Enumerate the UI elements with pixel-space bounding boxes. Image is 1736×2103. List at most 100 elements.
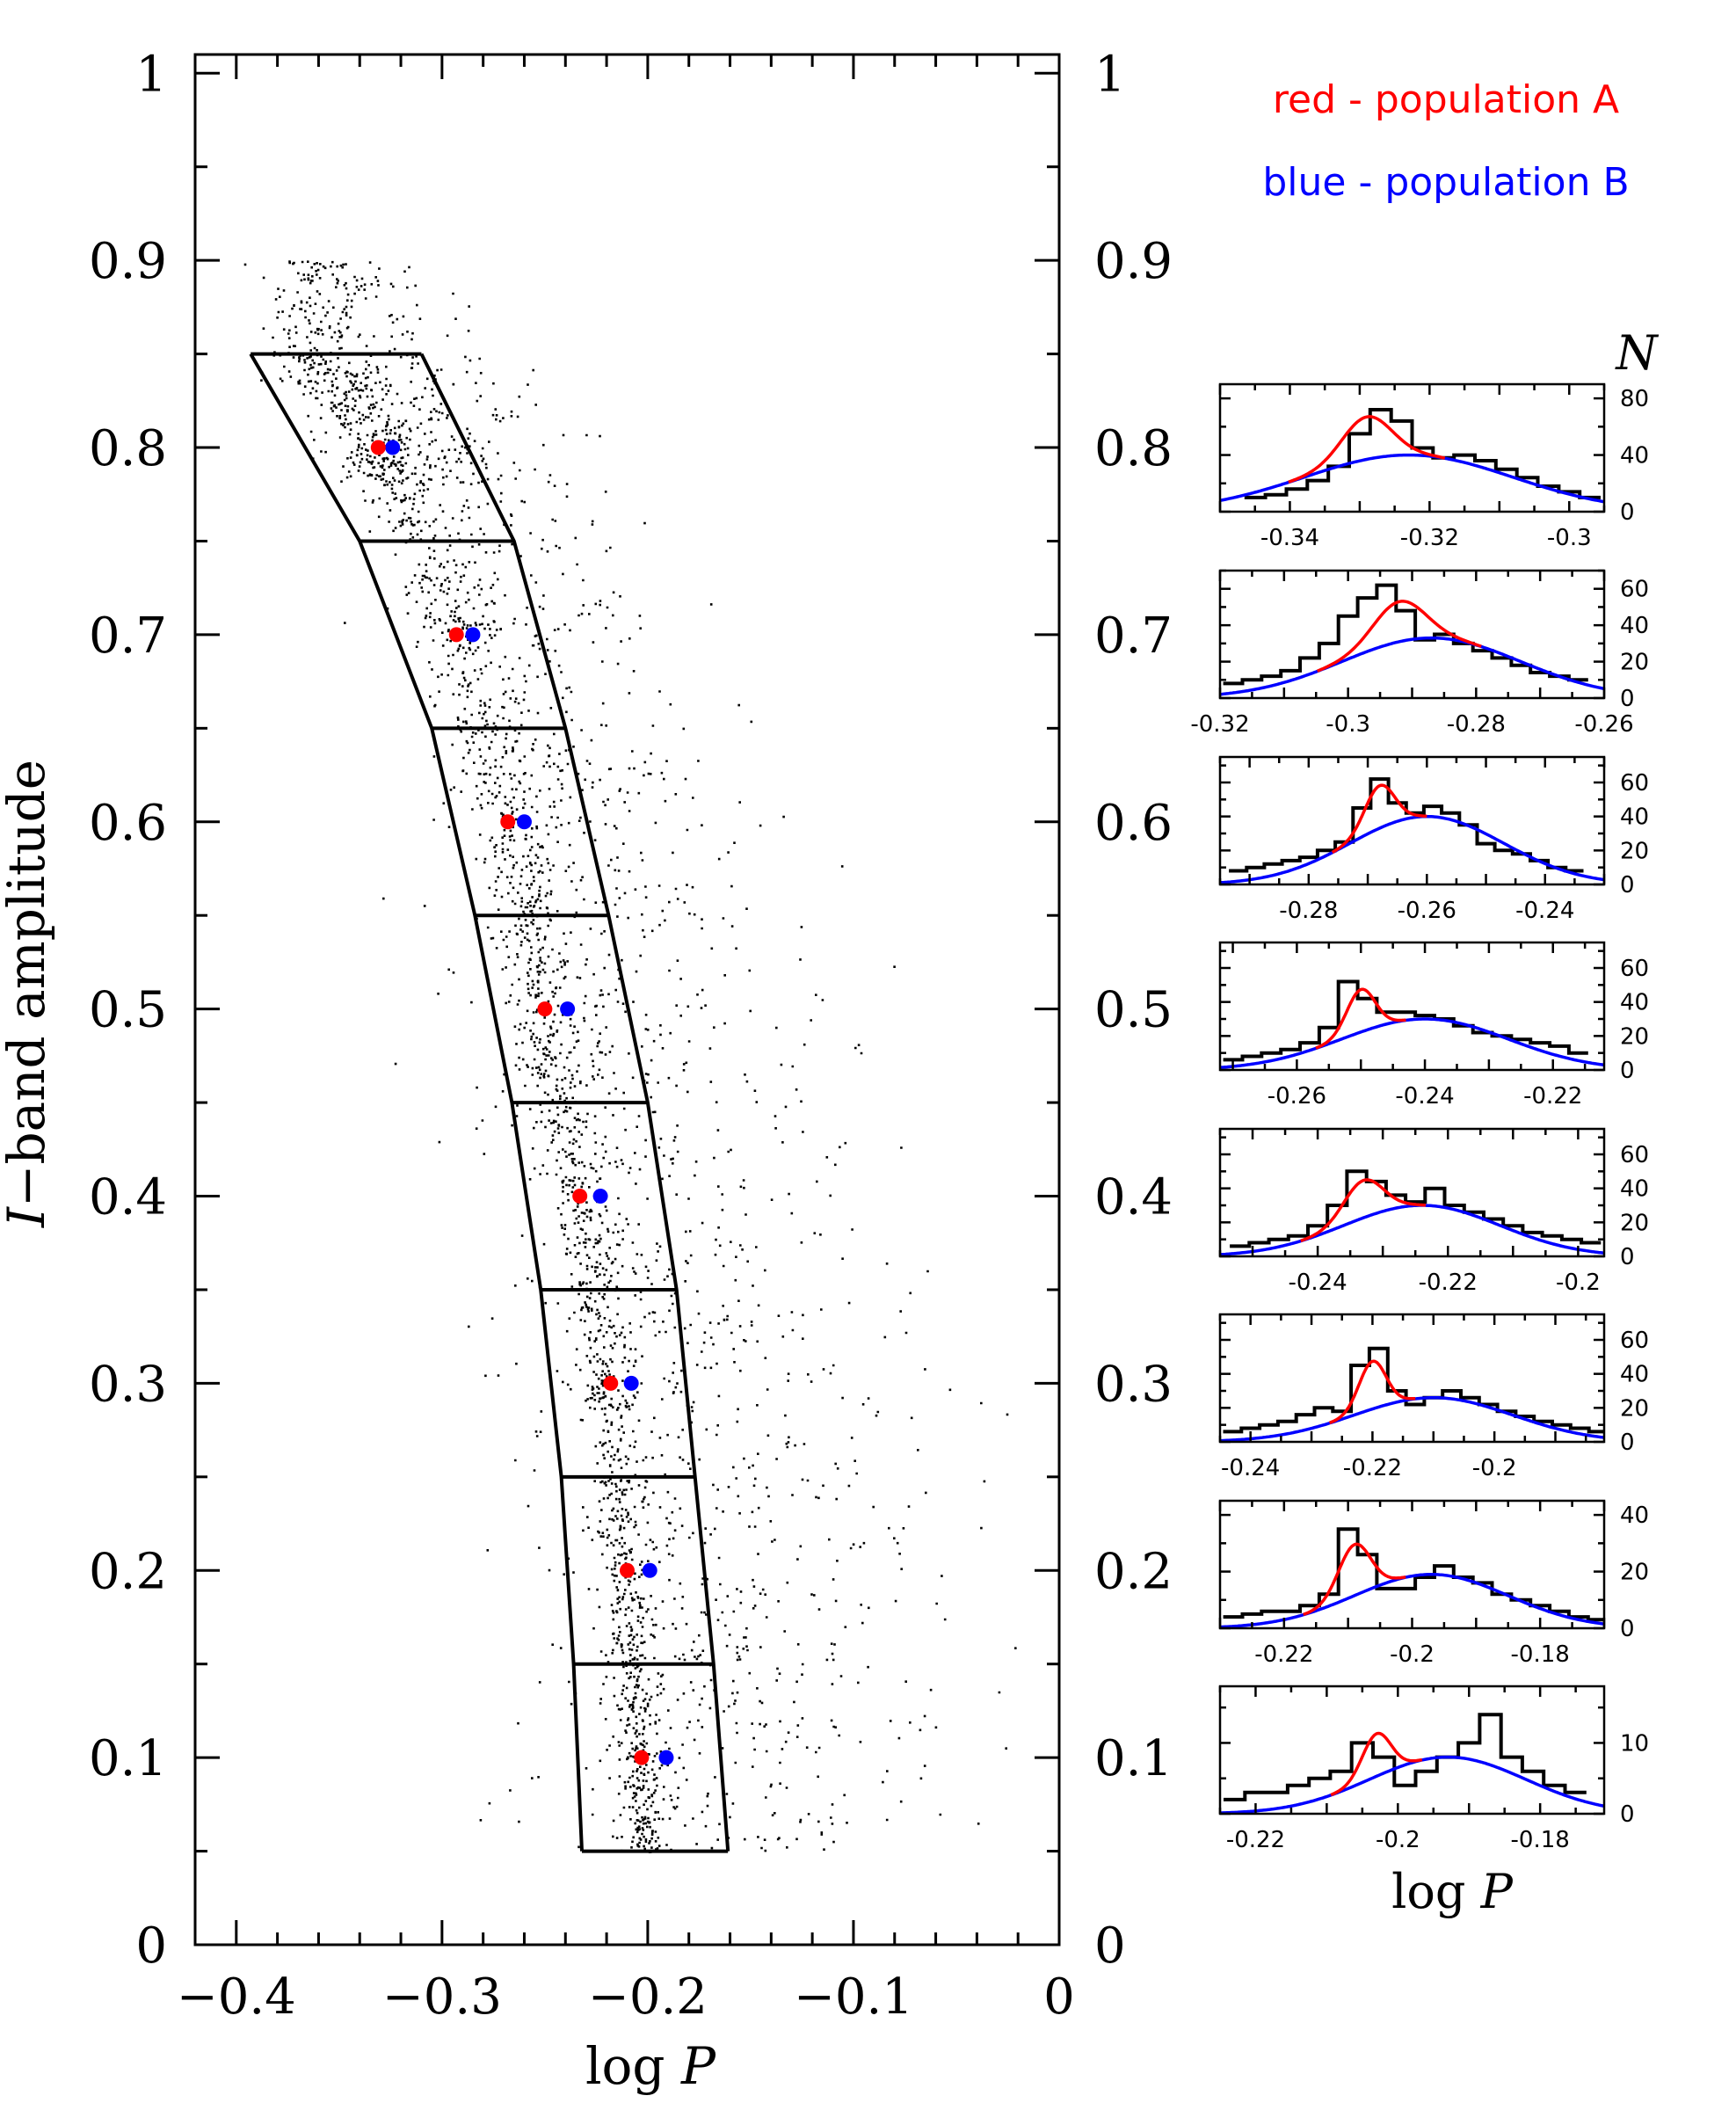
- histogram-x-tick-label: -0.26: [1398, 898, 1456, 924]
- y-tick-label-right: 1: [1094, 46, 1126, 103]
- population-b-point: [642, 1562, 657, 1578]
- histogram-x-tick-label: -0.3: [1547, 525, 1592, 551]
- main-plot-frame: [193, 53, 1061, 1947]
- histogram-panel: -0.22 -0.2 -0.18 0 20 40: [1218, 1499, 1649, 1668]
- y-tick-label: 0.3: [89, 1356, 167, 1413]
- histogram-panel: -0.22 -0.2 -0.18 0 10: [1218, 1685, 1649, 1853]
- histogram-content: [1220, 979, 1604, 1069]
- y-tick-label: 0.1: [89, 1730, 167, 1787]
- histogram-content: [1220, 583, 1604, 696]
- fit-population-a-curve: [1303, 1542, 1406, 1617]
- histogram-y-tick-label: 60: [1620, 577, 1649, 603]
- histogram-y-tick-label: 60: [1620, 1328, 1649, 1354]
- histogram-x-tick-label: -0.26: [1574, 711, 1633, 738]
- fit-population-a-curve: [1328, 1359, 1416, 1425]
- population-b-point: [658, 1750, 674, 1765]
- fit-population-b-curve: [1220, 1204, 1604, 1256]
- histogram-bars: [1224, 1713, 1587, 1801]
- histogram-x-tick-label: -0.22: [1343, 1455, 1402, 1481]
- main-x-axis-label: log P: [585, 2036, 716, 2096]
- histogram-panel: -0.34 -0.32 -0.3 0 40 80: [1218, 382, 1649, 551]
- histogram-x-tick-label: -0.2: [1556, 1270, 1601, 1296]
- fit-population-a-curve: [1300, 1178, 1427, 1242]
- y-tick-label: 0.8: [89, 420, 167, 477]
- histogram-y-tick-label: 0: [1620, 1244, 1635, 1270]
- histogram-x-tick-label: -0.24: [1395, 1083, 1454, 1110]
- fit-population-b-curve: [1220, 1017, 1604, 1069]
- population-b-point: [465, 627, 481, 643]
- y-tick-label: 0.5: [89, 982, 167, 1039]
- fit-population-a-curve: [1317, 600, 1482, 673]
- histogram-x-tick-label: -0.34: [1260, 525, 1319, 551]
- legend: red - population A blue - population B: [1262, 77, 1629, 205]
- histogram-panel: -0.24 -0.22 -0.2 0 20 40 60: [1218, 1313, 1649, 1481]
- x-tick-label: −0.2: [588, 1968, 708, 2026]
- histogram-y-tick-label: 0: [1620, 1430, 1635, 1456]
- population-b-point: [385, 440, 401, 455]
- histogram-y-tick-label: 60: [1620, 1142, 1649, 1168]
- histogram-frame: [1218, 569, 1606, 700]
- population-b-point: [516, 814, 532, 830]
- population-a-point: [620, 1562, 635, 1578]
- y-tick-label: 0.6: [89, 795, 167, 852]
- histogram-y-tick-label: 0: [1620, 872, 1635, 899]
- inset-y-axis-title: N: [1614, 325, 1659, 381]
- main-scatter-plot: −0.4 −0.3 −0.2 −0.1 00 00.1 0.10.2 0.20.3 0.30.4…: [0, 46, 1173, 2096]
- histogram-frame: [1218, 1127, 1606, 1258]
- histogram-bars: [1230, 1169, 1602, 1248]
- histogram-y-tick-label: 20: [1620, 1395, 1649, 1422]
- main-y-axis-label: I−band amplitude: [0, 760, 56, 1228]
- y-tick-label: 0.2: [89, 1543, 167, 1600]
- histogram-y-tick-label: 60: [1620, 770, 1649, 797]
- y-tick-label: 0.9: [89, 233, 167, 290]
- histogram-x-tick-label: -0.32: [1190, 711, 1249, 738]
- y-tick-label-right: 0.5: [1094, 982, 1173, 1039]
- histogram-content: [1220, 1346, 1604, 1442]
- population-b-point: [623, 1375, 639, 1391]
- histogram-panel: -0.32 -0.3 -0.28 -0.260 20 40 60: [1190, 569, 1649, 738]
- y-tick-label-right: 0.9: [1094, 233, 1173, 290]
- histogram-y-tick-label: 40: [1620, 990, 1649, 1016]
- histogram-y-tick-label: 40: [1620, 1503, 1649, 1529]
- y-tick-label-right: 0.4: [1094, 1169, 1173, 1226]
- histogram-y-tick-label: 10: [1620, 1730, 1649, 1757]
- background-star-points: [243, 260, 1017, 1853]
- histogram-bars: [1223, 1346, 1604, 1434]
- y-tick-label-right: 0: [1094, 1917, 1126, 1975]
- histogram-frame: [1218, 755, 1606, 886]
- y-tick-label: 0.7: [89, 608, 167, 665]
- histogram-y-tick-label: 0: [1620, 1616, 1635, 1642]
- histogram-y-tick-label: 40: [1620, 1362, 1649, 1388]
- y-tick-label-right: 0.3: [1094, 1356, 1173, 1413]
- population-a-point: [537, 1001, 553, 1017]
- population-b-point: [592, 1189, 608, 1204]
- histogram-x-tick-label: -0.24: [1221, 1455, 1280, 1481]
- histogram-y-tick-label: 0: [1620, 686, 1635, 712]
- background-stars: [243, 260, 1017, 1853]
- histogram-content: [1220, 408, 1604, 504]
- population-a-point: [634, 1750, 650, 1765]
- fit-population-a-curve: [1288, 415, 1446, 484]
- selection-box: [249, 352, 730, 1853]
- legend-population-b: blue - population B: [1262, 160, 1629, 205]
- population-a-point: [603, 1375, 619, 1391]
- histogram-y-tick-label: 0: [1620, 1801, 1635, 1828]
- histogram-bars: [1244, 408, 1601, 499]
- y-tick-label: 0.4: [89, 1169, 167, 1226]
- fit-population-b-curve: [1220, 636, 1604, 696]
- histogram-frame: [1218, 382, 1606, 513]
- histogram-frame: [1218, 1499, 1606, 1630]
- histogram-y-tick-label: 20: [1620, 838, 1649, 864]
- legend-population-a: red - population A: [1273, 77, 1619, 122]
- histogram-x-tick-label: -0.28: [1447, 711, 1506, 738]
- box-left-edge: [249, 353, 584, 1852]
- fit-population-b-curve: [1220, 453, 1604, 504]
- histogram-y-tick-label: 20: [1620, 1560, 1649, 1586]
- histogram-x-tick-label: -0.3: [1326, 711, 1370, 738]
- fit-population-a-curve: [1315, 987, 1406, 1050]
- y-tick-label: 0: [135, 1917, 167, 1975]
- histogram-x-tick-label: -0.2: [1376, 1827, 1420, 1853]
- histogram-frame: [1218, 941, 1606, 1072]
- fit-population-b-curve: [1220, 814, 1604, 884]
